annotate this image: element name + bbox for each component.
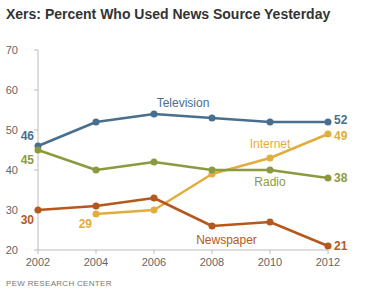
point — [151, 195, 158, 202]
y-tick-label: 40 — [6, 164, 18, 176]
title: Xers: Percent Who Used News Source Yeste… — [6, 6, 330, 22]
x-tick — [212, 250, 213, 254]
data-label: 38 — [334, 171, 348, 185]
point — [267, 167, 274, 174]
point — [151, 159, 158, 166]
x-tick-label: 2010 — [258, 256, 282, 268]
point — [325, 131, 332, 138]
point — [35, 147, 42, 154]
series-line — [38, 150, 328, 178]
data-label: 29 — [79, 217, 93, 231]
data-label: 49 — [334, 129, 348, 143]
point — [93, 119, 100, 126]
point — [325, 243, 332, 250]
point — [209, 115, 216, 122]
x-tick — [270, 250, 271, 254]
y-tick-label: 50 — [6, 124, 18, 136]
plot-area — [35, 111, 332, 250]
y-tick-label: 70 — [6, 44, 18, 56]
data-label: 52 — [334, 113, 348, 127]
x-tick — [96, 250, 97, 254]
x-axis — [38, 250, 328, 251]
point — [151, 207, 158, 214]
series-line — [38, 198, 328, 246]
chart: Xers: Percent Who Used News Source Yeste… — [0, 0, 374, 291]
y-tick — [34, 250, 38, 251]
point — [93, 167, 100, 174]
x-tick — [328, 250, 329, 254]
labels: 46 52 Television 29 49 Internet 45 38 Radio 30 21 N… — [21, 96, 348, 253]
data-label: 45 — [21, 153, 35, 167]
y-tick — [34, 170, 38, 171]
data-label: 30 — [21, 213, 35, 227]
series-name: Television — [157, 96, 210, 110]
point — [267, 219, 274, 226]
point — [151, 111, 158, 118]
x-tick-label: 2004 — [84, 256, 108, 268]
series-name: Radio — [254, 175, 286, 189]
point — [325, 119, 332, 126]
point — [209, 167, 216, 174]
x-tick-label: 2002 — [26, 256, 50, 268]
point — [267, 119, 274, 126]
y-tick — [34, 130, 38, 131]
x-tick-label: 2006 — [142, 256, 166, 268]
data-label: 21 — [334, 239, 348, 253]
x-tick — [154, 250, 155, 254]
point — [93, 203, 100, 210]
series-name: Internet — [250, 137, 291, 151]
x-tick-label: 2008 — [200, 256, 224, 268]
point — [209, 223, 216, 230]
y-tick — [34, 50, 38, 51]
y-tick-label: 20 — [6, 244, 18, 256]
x-tick-label: 2012 — [316, 256, 340, 268]
point — [267, 155, 274, 162]
point — [93, 211, 100, 218]
point — [35, 207, 42, 214]
y-tick-label: 30 — [6, 204, 18, 216]
source: PEW RESEARCH CENTER — [6, 279, 112, 288]
series-name: Newspaper — [196, 233, 257, 247]
x-tick — [38, 250, 39, 254]
y-tick — [34, 90, 38, 91]
data-label: 46 — [21, 129, 35, 143]
point — [325, 175, 332, 182]
y-tick-label: 60 — [6, 84, 18, 96]
